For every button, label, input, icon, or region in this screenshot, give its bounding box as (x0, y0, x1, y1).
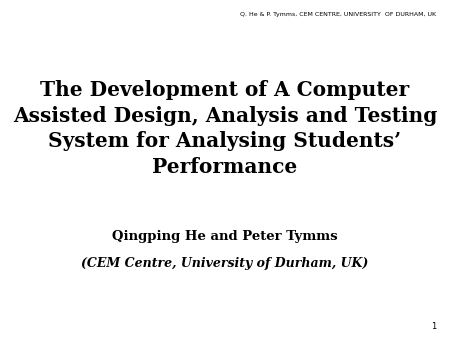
Text: Q. He & P. Tymms, CEM CENTRE, UNIVERSITY  OF DURHAM, UK: Q. He & P. Tymms, CEM CENTRE, UNIVERSITY… (240, 12, 436, 17)
Text: (CEM Centre, University of Durham, UK): (CEM Centre, University of Durham, UK) (81, 257, 369, 270)
Text: 1: 1 (431, 322, 436, 331)
Text: Qingping He and Peter Tymms: Qingping He and Peter Tymms (112, 230, 338, 243)
Text: The Development of A Computer
Assisted Design, Analysis and Testing
System for A: The Development of A Computer Assisted D… (13, 80, 437, 177)
